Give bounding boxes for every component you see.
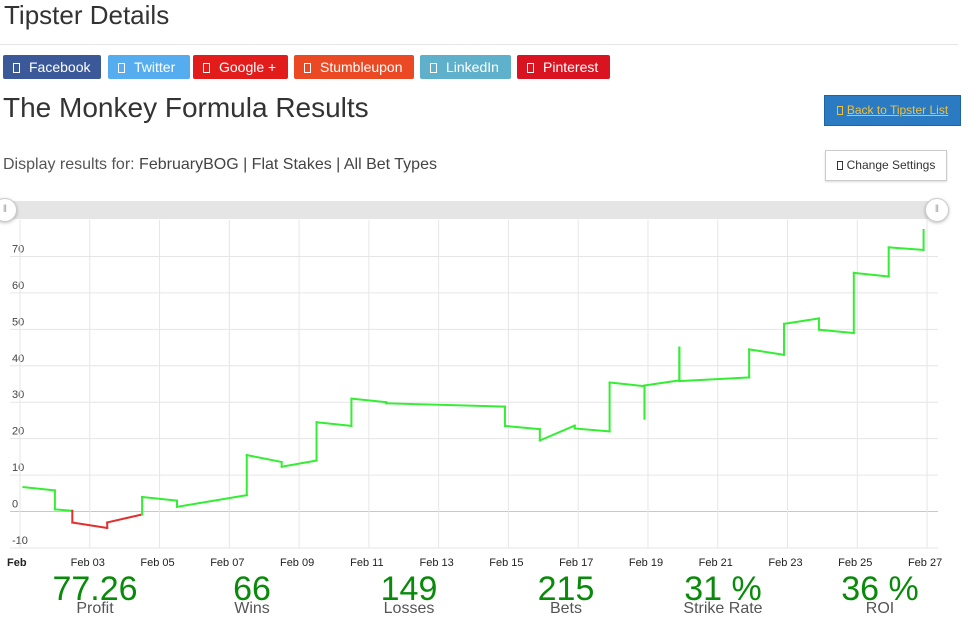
display-prefix: Display results for: [3,156,135,173]
x-tick-label: Feb 23 [768,557,802,569]
slider-handle-right[interactable]: ǁ [925,198,949,222]
profit-line-segment [573,427,611,433]
pinterest-icon [527,63,534,73]
y-tick-label: 20 [12,426,24,438]
twitter-share-button[interactable]: Twitter [108,55,190,79]
profit-line-segment [22,486,56,492]
profit-line-segment [175,494,248,508]
profit-line-segment [782,317,821,326]
x-tick-label: Feb 09 [280,557,314,569]
stat-losses-value: 149 [380,570,438,608]
profit-line-segment [852,271,890,278]
google-plus-share-label: Google + [219,59,277,75]
y-tick-label: 60 [12,280,24,292]
profit-line-segment [385,402,506,408]
profit-line-segment [245,453,283,464]
profit-line-segment [608,381,646,388]
google-plus-share-button[interactable]: Google + [193,55,288,79]
profit-line-segment [643,379,681,387]
stats-summary: 77.26 Profit 66 Wins 149 Losses 215 Bets… [0,571,980,629]
stat-profit: 77.26 Profit [15,571,175,617]
stat-profit-value: 77.26 [52,570,138,608]
stat-roi-value: 36 % [841,570,919,608]
page-title: Tipster Details [4,0,170,30]
y-tick-label: 70 [12,243,24,255]
change-settings-label: Change Settings [846,158,936,172]
facebook-share-label: Facebook [29,59,91,75]
linkedin-icon [430,63,437,73]
date-range-slider-track[interactable] [4,201,936,219]
stat-wins-label: Wins [234,600,270,617]
stat-losses: 149 Losses [329,571,489,617]
x-tick-label: Feb 07 [210,557,244,569]
x-tick-label: Feb 19 [629,557,663,569]
x-tick-label: Feb [7,557,27,569]
y-tick-label: 40 [12,353,24,365]
x-tick-label: Feb 05 [140,557,174,569]
pinterest-share-label: Pinterest [543,59,599,75]
x-tick-label: Feb 21 [699,557,733,569]
profit-line-segment [538,424,577,442]
stat-profit-label: Profit [76,600,114,617]
profit-line-segment [817,328,855,335]
display-selection: FebruaryBOG | Flat Stakes | All Bet Type… [139,156,437,173]
stat-strike-rate: 31 % Strike Rate [643,571,803,617]
stumbleupon-icon [304,63,311,73]
display-results-for: Display results for: FebruaryBOG | Flat … [3,156,437,174]
profit-line-segment [887,246,925,251]
profit-line-segment [71,521,109,530]
stat-bets-value: 215 [537,570,595,608]
linkedin-share-label: LinkedIn [446,59,499,75]
stumbleupon-share-label: Stumbleupon [320,59,403,75]
stat-strike-rate-label: Strike Rate [683,600,763,617]
twitter-share-label: Twitter [134,59,176,75]
y-tick-label: 30 [12,389,24,401]
profit-line-segment [141,495,179,502]
profit-line-segment [106,513,144,524]
back-to-tipster-list-label: Back to Tipster List [846,103,949,117]
results-title: The Monkey Formula Results [3,92,369,123]
stumbleupon-share-button[interactable]: Stumbleupon [294,55,414,79]
profit-line-segment [280,459,318,468]
stat-bets-label: Bets [549,600,582,617]
x-tick-label: Feb 15 [489,557,523,569]
y-tick-label: 50 [12,316,24,328]
change-settings-button[interactable]: Change Settings [825,150,947,181]
stat-bets: 215 Bets [486,571,646,617]
list-icon [836,106,843,115]
stat-wins-value: 66 [233,570,271,608]
profit-line-segment [748,348,786,356]
stat-roi: 36 % ROI [800,571,960,617]
x-tick-label: Feb 13 [420,557,454,569]
stat-strike-rate-value: 31 % [684,570,762,608]
profit-line-segment [678,376,751,383]
profit-line-segment [503,424,541,431]
y-tick-label: 0 [12,499,18,511]
profit-line-segment [53,508,74,512]
x-tick-label: Feb 17 [559,557,593,569]
x-tick-label: Feb 27 [908,557,942,569]
facebook-share-button[interactable]: Facebook [3,55,101,79]
profit-line-segment [350,397,388,404]
y-tick-label: 10 [12,462,24,474]
title-divider [0,44,958,45]
twitter-icon [118,63,125,73]
x-tick-label: Feb 03 [71,557,105,569]
stat-losses-label: Losses [383,600,435,617]
x-tick-label: Feb 11 [350,557,383,569]
profit-line-segment [315,421,353,428]
stat-wins: 66 Wins [172,571,332,617]
facebook-icon [13,63,20,73]
stat-roi-label: ROI [865,600,895,617]
settings-icon [836,161,843,170]
google-plus-icon [203,63,210,73]
back-to-tipster-list-button[interactable]: Back to Tipster List [824,95,961,126]
linkedin-share-button[interactable]: LinkedIn [420,55,511,79]
pinterest-share-button[interactable]: Pinterest [517,55,610,79]
x-tick-label: Feb 25 [838,557,872,569]
